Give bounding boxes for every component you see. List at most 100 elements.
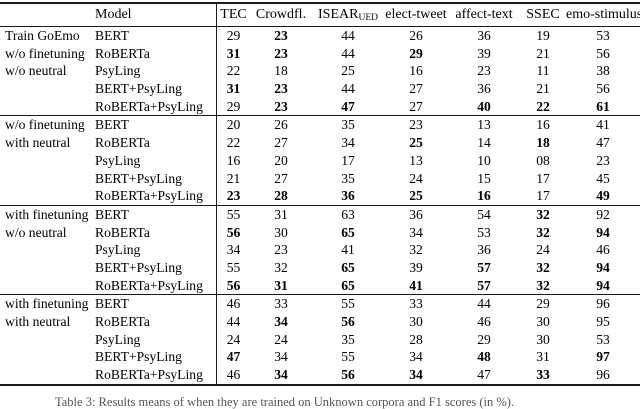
score-cell: 24	[536, 242, 550, 258]
score-cell: 22	[216, 62, 250, 81]
model-name: PsyLing	[95, 152, 141, 168]
table-group: with finetuning BERT 46 33 55 33 44 29 96 with ne…	[0, 294, 640, 384]
score-cell: 26	[409, 28, 423, 43]
score-cell: 56	[216, 223, 250, 242]
score-cell: 16	[409, 63, 423, 79]
group-label	[0, 259, 90, 277]
table-row: BERT+PsyLing 55 32 65 39 57 32 94	[0, 258, 640, 277]
score-cell: 20	[274, 152, 288, 168]
score-cell: 31	[536, 349, 550, 365]
model-name: BERT+PsyLing	[95, 81, 182, 97]
score-cell: 97	[596, 349, 610, 365]
score-cell: 54	[477, 206, 491, 222]
score-cell: 35	[341, 331, 355, 347]
model-name: BERT	[95, 117, 129, 133]
score-cell: 23	[274, 45, 288, 61]
group-label	[0, 187, 90, 205]
group-label	[0, 80, 90, 98]
score-cell: 28	[409, 331, 423, 347]
score-cell: 56	[341, 367, 355, 383]
score-cell: 21	[536, 45, 550, 61]
score-cell: 56	[341, 314, 355, 329]
score-cell: 28	[274, 188, 288, 204]
score-cell: 30	[536, 314, 550, 329]
table-row: PsyLing 16 20 17 13 10 08 23	[0, 151, 640, 170]
table-row: with neutral RoBERTa 44 34 56 30 46 30 95	[0, 313, 640, 331]
score-cell: 18	[536, 135, 550, 151]
group-label: with finetuning	[5, 296, 89, 312]
score-cell: 33	[409, 296, 423, 312]
score-cell: 10	[477, 152, 491, 168]
score-cell: 20	[216, 116, 250, 135]
score-cell: 23	[409, 117, 423, 133]
score-cell: 29	[409, 45, 423, 61]
column-header-ssec: SSEC	[526, 7, 560, 22]
score-cell: 53	[596, 28, 610, 43]
score-cell: 16	[477, 188, 491, 204]
score-cell: 32	[274, 259, 288, 275]
score-cell: 47	[341, 98, 355, 114]
score-cell: 31	[216, 80, 250, 98]
score-cell: 41	[409, 277, 423, 293]
score-cell: 65	[341, 259, 355, 275]
score-cell: 46	[596, 242, 610, 258]
table-row: RoBERTa+PsyLing 29 23 47 27 40 22 61	[0, 97, 640, 116]
model-name: RoBERTa+PsyLing	[95, 188, 203, 204]
score-cell: 08	[536, 152, 550, 168]
score-cell: 47	[477, 367, 491, 383]
score-cell: 14	[477, 135, 491, 151]
score-cell: 46	[216, 295, 250, 314]
score-cell: 45	[596, 170, 610, 186]
score-cell: 35	[341, 117, 355, 133]
score-cell: 25	[409, 188, 423, 204]
score-cell: 49	[596, 188, 610, 204]
score-cell: 34	[274, 349, 288, 365]
score-cell: 24	[409, 170, 423, 186]
model-name: BERT+PsyLing	[95, 170, 182, 186]
score-cell: 47	[216, 348, 250, 367]
score-cell: 17	[536, 170, 550, 186]
score-cell: 65	[341, 277, 355, 293]
score-cell: 61	[596, 98, 610, 114]
score-cell: 55	[341, 296, 355, 312]
score-cell: 29	[536, 296, 550, 312]
score-cell: 41	[596, 117, 610, 133]
group-label: Train GoEmo	[5, 28, 80, 43]
score-cell: 65	[341, 224, 355, 240]
model-name: BERT+PsyLing	[95, 349, 182, 365]
score-cell: 32	[536, 259, 550, 275]
score-cell: 55	[216, 205, 250, 224]
score-cell: 13	[409, 152, 423, 168]
group-label: with neutral	[5, 314, 71, 329]
table-row: RoBERTa+PsyLing 46 34 56 34 47 33 96	[0, 366, 640, 384]
table-group: Train GoEmo BERT 29 23 44 26 36 19 53 w/o finetun…	[0, 27, 640, 116]
score-cell: 36	[477, 242, 491, 258]
model-name: RoBERTa+PsyLing	[95, 367, 203, 383]
group-label: w/o finetuning	[5, 117, 85, 133]
column-header-elect-tweet: elect-tweet	[385, 7, 447, 22]
score-cell: 24	[274, 331, 288, 347]
score-cell: 23	[216, 187, 250, 205]
table-row: RoBERTa+PsyLing 56 31 65 41 57 32 94	[0, 276, 640, 295]
score-cell: 17	[536, 188, 550, 204]
column-header-crowdfl: Crowdfl.	[255, 7, 307, 22]
group-label	[0, 348, 90, 366]
score-cell: 30	[274, 224, 288, 240]
score-cell: 94	[596, 259, 610, 275]
score-cell: 13	[477, 117, 491, 133]
model-name: RoBERTa	[95, 224, 150, 240]
score-cell: 36	[409, 206, 423, 222]
score-cell: 53	[477, 224, 491, 240]
group-label	[0, 98, 90, 116]
score-cell: 40	[477, 98, 491, 114]
score-cell: 46	[216, 366, 250, 384]
model-name: RoBERTa	[95, 135, 150, 151]
score-cell: 56	[596, 45, 610, 61]
score-cell: 31	[216, 44, 250, 63]
score-cell: 23	[274, 81, 288, 97]
score-cell: 32	[536, 206, 550, 222]
table-row: BERT+PsyLing 21 27 35 24 15 17 45	[0, 169, 640, 188]
group-label	[0, 170, 90, 188]
score-cell: 34	[274, 367, 288, 383]
